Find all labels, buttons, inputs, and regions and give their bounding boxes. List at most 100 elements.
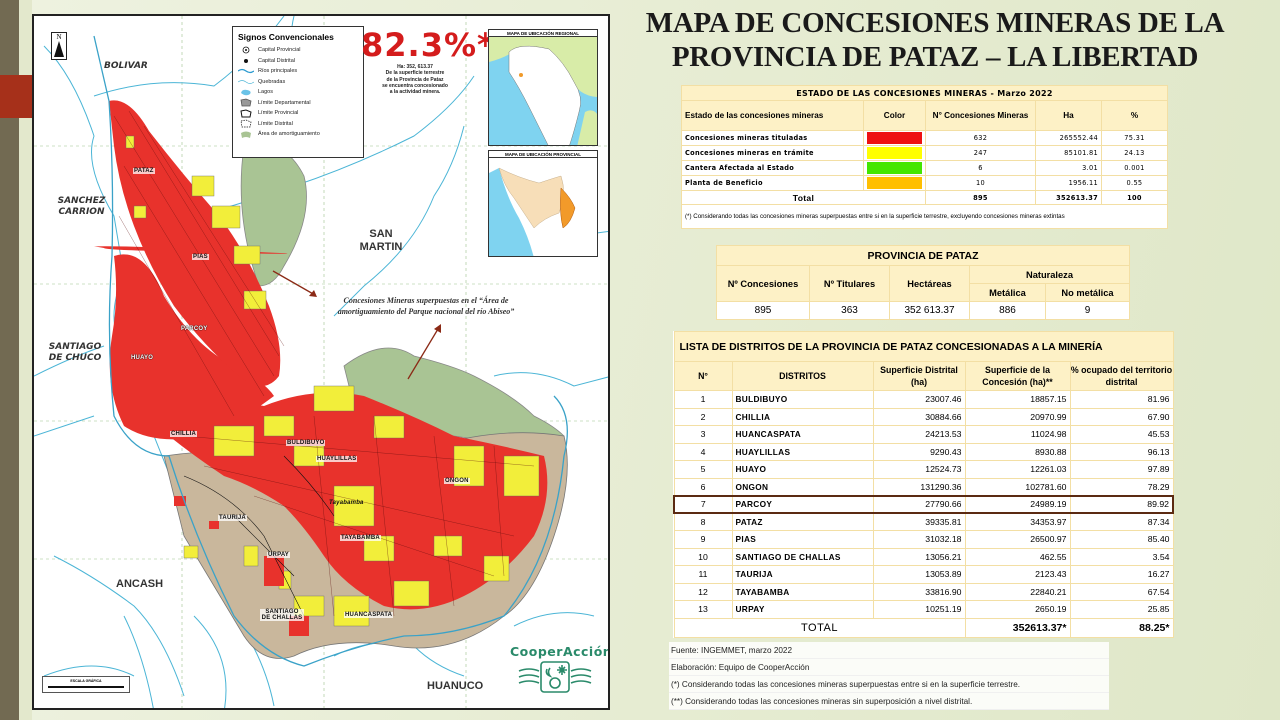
decorative-accent-block (0, 75, 32, 118)
table-row: 3 HUANCASPATA 24213.53 11024.98 45.53 (673, 425, 1174, 444)
column-header: Naturaleza (969, 265, 1130, 284)
region-label-santiago-de-chuco: SANTIAGO DE CHUCO (48, 342, 102, 363)
buffer-zone-callout: Concesiones Mineras superpuestas en el “… (337, 296, 515, 316)
district-label-huancaspata: HUANCASPATA (344, 612, 394, 618)
legend-item: Capital Provincial (238, 45, 358, 56)
column-header: Color (863, 100, 926, 131)
province-limit-icon (238, 109, 254, 118)
district-label-huayo: HUAYO (131, 355, 154, 361)
table-row: Concesiones mineras tituladas 632 265552… (681, 130, 1168, 146)
column-header: Ha (1035, 100, 1102, 131)
table-row: 13 URPAY 10251.19 2650.19 25.85 (673, 600, 1174, 619)
concession-status-table: ESTADO DE LAS CONCESIONES MINERAS - Marz… (681, 85, 1168, 229)
decorative-side-bar (0, 0, 19, 720)
capital-label-tayabamba: Tayabamba (329, 500, 364, 506)
column-header: DISTRITOS (731, 361, 874, 391)
note-source: Fuente: INGEMMET, marzo 2022 (669, 642, 1109, 659)
district-label-buldibuyo: BULDIBUYO (286, 440, 326, 446)
table-row: 12 TAYABAMBA 33816.90 22840.21 67.54 (673, 582, 1174, 601)
scale-title: ESCALA GRÁFICA (70, 679, 102, 683)
table-caption: PROVINCIA DE PATAZ (716, 245, 1130, 266)
north-arrow: N (51, 32, 67, 60)
headline-note: Ha: 352, 613.37 De la superficie terrest… (382, 64, 448, 96)
districts-table: LISTA DE DISTRITOS DE LA PROVINCIA DE PA… (673, 331, 1174, 638)
district-label-ongon: ONGON (444, 478, 470, 484)
table-caption: LISTA DE DISTRITOS DE LA PROVINCIA DE PA… (673, 331, 1174, 362)
district-label-parcoy: PARCOY (181, 326, 208, 332)
region-label-sanchez-carrion: SANCHEZ CARRION (57, 196, 106, 217)
column-header: Hectáreas (889, 265, 970, 302)
note-elaboration: Elaboración: Equipo de CooperAcción (669, 659, 1109, 676)
legend-item: Ríos principales (238, 66, 358, 77)
region-label-san-martin: SAN MARTIN (359, 228, 403, 253)
table-row: Cantera Afectada al Estado 6 3.01 0.001 (681, 160, 1168, 176)
table-total-row: Total 895 352613.37 100 (681, 190, 1168, 205)
legend-item: Límite Distrital (238, 119, 358, 130)
district-label-tayabamba: TAYABAMBA (340, 535, 381, 541)
inset-regional-map: MAPA DE UBICACIÓN REGIONAL (488, 29, 598, 146)
table-row: 895 363 352 613.37 886 9 (716, 301, 1130, 320)
callout-arrow-icon (272, 270, 317, 297)
province-summary-table: PROVINCIA DE PATAZ Nº Concesiones Nº Tit… (716, 245, 1130, 320)
table-caption: ESTADO DE LAS CONCESIONES MINERAS - Marz… (681, 85, 1168, 101)
region-label-bolivar: BOLIVAR (104, 61, 148, 71)
table-row: 5 HUAYO 12524.73 12261.03 97.89 (673, 460, 1174, 479)
peru-location-graphic (489, 37, 597, 145)
concessions-map: N BOLIVAR SANCHEZ CARRION SAN MARTIN SAN… (32, 14, 610, 710)
scale-bar (48, 686, 124, 688)
inset-provincial-title: MAPA DE UBICACIÓN PROVINCIAL (489, 151, 597, 158)
department-limit-icon (238, 98, 254, 107)
map-graphic (34, 16, 608, 708)
legend-item: Capital Distrital (238, 56, 358, 67)
table-row: 4 HUAYLILLAS 9290.43 8930.88 96.13 (673, 442, 1174, 461)
legend-title: Signos Convencionales (238, 32, 334, 42)
column-header: Superficie de la Concesión (ha)** (964, 361, 1071, 391)
table-row: Concesiones mineras en trámite 247 85101… (681, 145, 1168, 161)
district-label-huaylillas: HUAYLILLAS (316, 456, 358, 462)
column-header: N° (673, 361, 733, 391)
lake-icon (238, 88, 254, 97)
district-label-taurija: TAURIJA (218, 515, 247, 521)
title-line-2: PROVINCIA DE PATAZ – LA LIBERTAD (671, 41, 1199, 73)
district-label-urpay: URPAY (267, 552, 291, 558)
table-footnote: (*) Considerando todas las concesiones m… (681, 204, 1168, 229)
callout-arrow-icon (407, 324, 441, 380)
slide-title: MAPA DE CONCESIONES MINERAS DE LA PROVIN… (620, 6, 1250, 74)
column-header: Superficie Distrital (ha) (872, 361, 966, 391)
table-row: 10 SANTIAGO DE CHALLAS 13056.21 462.55 3.54 (673, 547, 1174, 566)
legend-item: Límite Departamental (238, 98, 358, 109)
graphic-scale: ESCALA GRÁFICA (42, 676, 130, 693)
column-header: N° Concesiones Mineras (925, 100, 1036, 131)
color-swatch (863, 145, 926, 161)
legend-item: Límite Provincial (238, 108, 358, 119)
column-header: No metálica (1045, 283, 1130, 302)
provincial-capital-icon (238, 46, 254, 54)
source-notes: Fuente: INGEMMET, marzo 2022 Elaboración… (669, 642, 1109, 710)
north-label: N (56, 33, 62, 41)
table-row: 11 TAURIJA 13053.89 2123.43 16.27 (673, 565, 1174, 584)
district-capital-icon (238, 57, 254, 65)
district-label-pias: PIAS (192, 254, 209, 260)
region-label-huanuco: HUANUCO (427, 680, 484, 692)
note-footnote-1: (*) Considerando todas las concesiones m… (669, 676, 1109, 693)
table-row: Planta de Beneficio 10 1956.11 0.55 (681, 175, 1168, 191)
buffer-zone-icon (238, 130, 254, 139)
cooperaccion-logo: CooperAcción (510, 644, 610, 700)
column-header: % (1101, 100, 1168, 131)
legend-item: Lagos (238, 87, 358, 98)
inset-provincial-map: MAPA DE UBICACIÓN PROVINCIAL (488, 150, 598, 257)
province-location-graphic (489, 158, 597, 256)
district-label-pataz: PATAZ (133, 168, 155, 174)
table-row: 1 BULDIBUYO 23007.46 18857.15 81.96 (673, 390, 1174, 409)
table-row: 2 CHILLIA 30884.66 20970.99 67.90 (673, 407, 1174, 426)
logo-text: CooperAcción (510, 644, 610, 659)
note-footnote-2: (**) Considerando todas las concesiones … (669, 693, 1109, 710)
north-arrow-icon (54, 41, 64, 57)
map-legend: Signos Convencionales Capital Provincial… (232, 26, 364, 158)
inset-regional-title: MAPA DE UBICACIÓN REGIONAL (489, 30, 597, 37)
decorative-side-strip (19, 0, 32, 720)
color-swatch (863, 130, 926, 146)
color-swatch (863, 175, 926, 191)
column-header: Metálica (969, 283, 1046, 302)
table-row: 8 PATAZ 39335.81 34353.97 87.34 (673, 512, 1174, 531)
